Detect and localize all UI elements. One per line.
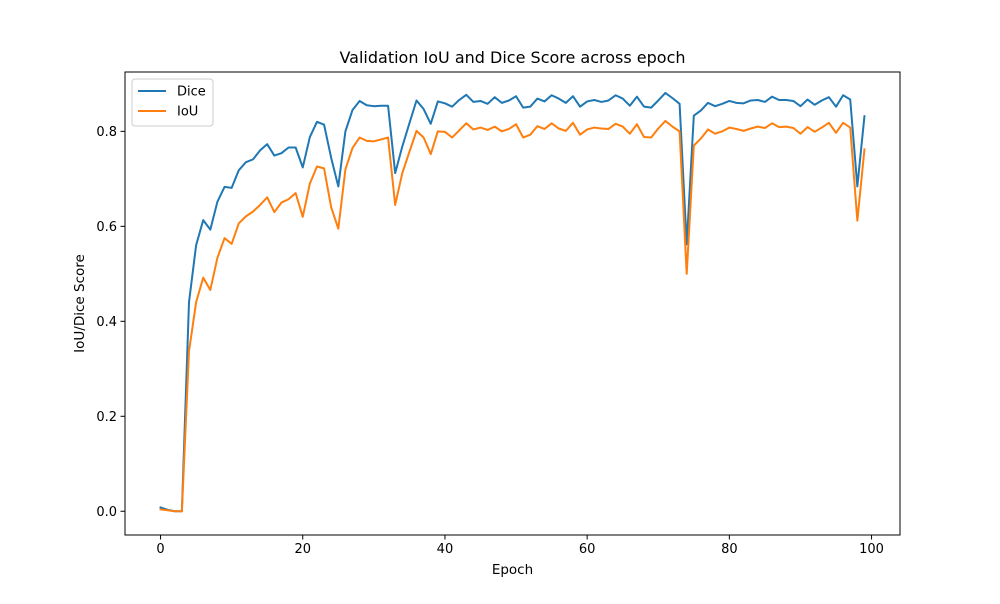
x-tick-label: 20: [294, 542, 311, 557]
legend-label-dice: Dice: [177, 85, 206, 100]
y-tick-label: 0.6: [96, 220, 117, 235]
y-tick-label: 0.8: [96, 125, 117, 140]
x-tick-label: 0: [156, 542, 164, 557]
legend-label-iou: IoU: [177, 105, 198, 120]
x-axis-label: Epoch: [492, 562, 533, 578]
y-tick-label: 0.0: [96, 505, 117, 520]
legend: Dice IoU: [132, 79, 213, 126]
x-tick-label: 100: [859, 542, 884, 557]
y-tick-label: 0.4: [96, 315, 117, 330]
y-tick-label: 0.2: [96, 410, 117, 425]
chart-title: Validation IoU and Dice Score across epo…: [339, 48, 685, 67]
y-axis-label: IoU/Dice Score: [72, 254, 88, 353]
x-tick-label: 80: [721, 542, 738, 557]
x-tick-label: 60: [579, 542, 596, 557]
x-tick-label: 40: [437, 542, 454, 557]
